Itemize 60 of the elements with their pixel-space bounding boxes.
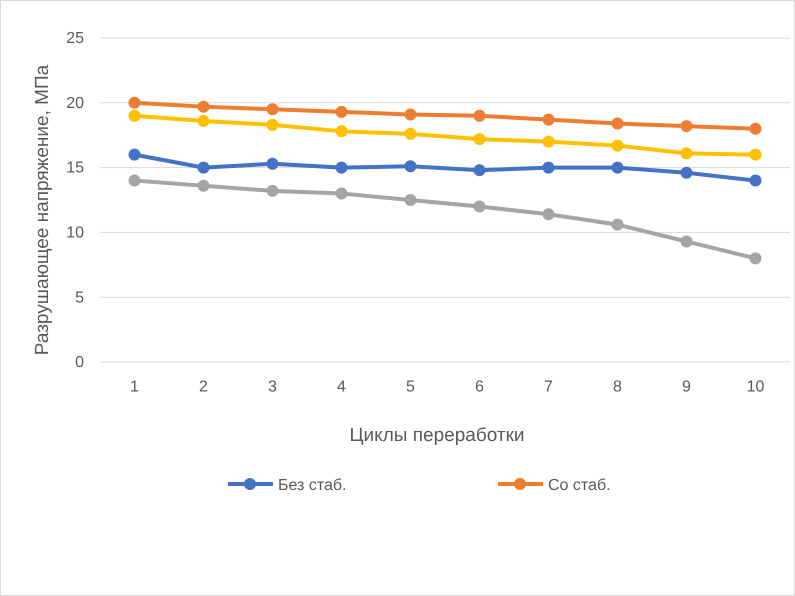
point: [750, 122, 762, 135]
point: [750, 174, 762, 187]
point: [128, 148, 140, 161]
point: [404, 108, 416, 120]
point: [198, 180, 210, 192]
y-tick-label: 25: [66, 30, 84, 48]
point: [336, 106, 348, 118]
point: [542, 136, 554, 148]
point: [404, 160, 416, 172]
point: [474, 110, 486, 122]
point: [612, 118, 624, 130]
y-tick-label: 10: [66, 224, 84, 242]
point: [128, 174, 140, 187]
point: [474, 133, 486, 146]
x-tick-label: 8: [613, 378, 622, 396]
point: [680, 147, 692, 160]
point: [542, 208, 554, 220]
point: [404, 128, 416, 140]
point: [128, 96, 140, 109]
point: [266, 158, 278, 170]
x-tick-label: 2: [199, 378, 208, 396]
x-tick-label: 1: [130, 378, 140, 396]
point: [128, 110, 140, 122]
point: [680, 120, 692, 132]
y-axis-title: Разрушающее напряжение, МПа: [32, 64, 53, 356]
point: [750, 252, 762, 264]
x-tick-label: 5: [406, 378, 416, 396]
point: [404, 194, 416, 206]
point: [336, 188, 348, 200]
x-axis-title: Циклы переработки: [350, 425, 524, 446]
y-tick-label: 20: [66, 94, 84, 112]
point: [612, 218, 624, 231]
point: [198, 162, 210, 174]
point: [266, 118, 278, 131]
point: [336, 162, 348, 174]
point: [542, 162, 554, 174]
point: [750, 148, 762, 161]
x-tick-label: 4: [337, 378, 346, 396]
y-tick-label: 15: [66, 160, 84, 177]
x-tick-label: 10: [746, 378, 764, 396]
x-tick-label: 7: [544, 378, 554, 396]
point: [474, 164, 486, 176]
legend-label: Без стаб.: [278, 477, 346, 494]
x-tick-label: 3: [268, 378, 278, 396]
x-tick-label: 6: [475, 378, 484, 396]
point: [336, 125, 348, 138]
point: [612, 162, 624, 174]
point: [680, 235, 692, 248]
y-tick-label: 5: [75, 289, 84, 306]
point: [198, 100, 210, 113]
point: [266, 184, 278, 197]
point: [612, 140, 624, 152]
point: [266, 103, 278, 116]
y-tick-label: 0: [75, 354, 84, 372]
point: [474, 200, 486, 212]
point: [198, 114, 210, 127]
legend-label: Со стаб.: [548, 477, 611, 494]
x-tick-label: 9: [682, 378, 692, 396]
point: [542, 114, 554, 126]
point: [680, 166, 692, 179]
